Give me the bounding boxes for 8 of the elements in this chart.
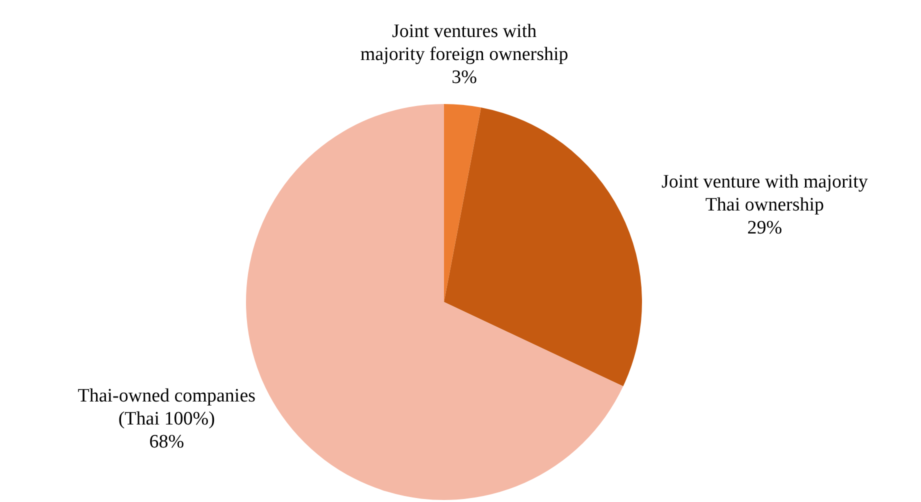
slice-label: Joint venture with majority Thai ownership <box>662 172 868 216</box>
pie-slice <box>444 104 482 302</box>
slice-label: Joint ventures with majority foreign ownership <box>360 20 568 65</box>
data-label: 68% <box>149 431 184 452</box>
data-label: 3% <box>452 66 478 88</box>
data-label: 29% <box>747 218 782 239</box>
pie-slice <box>444 108 642 386</box>
slice-label: Thai-owned companies (Thai 100%) <box>78 385 256 430</box>
